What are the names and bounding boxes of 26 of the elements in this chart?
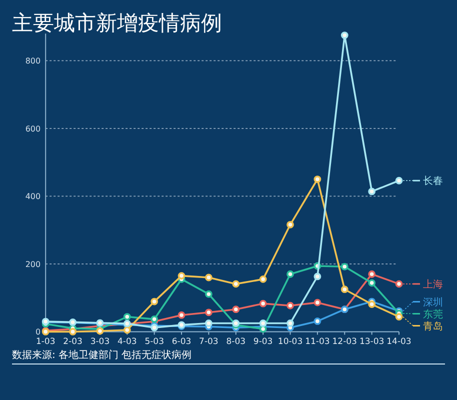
x-tick-label: 6-03 — [172, 337, 192, 347]
legend-label: 东莞 — [423, 308, 443, 320]
source-note: 数据来源: 各地卫健部门 包括无症状病例 — [12, 349, 192, 361]
x-tick-label: 10-03 — [278, 337, 303, 347]
chart-title: 主要城市新增疫情病例 — [12, 11, 222, 35]
x-tick-label: 4-03 — [118, 337, 137, 347]
legend-label: 青岛 — [423, 320, 443, 332]
x-tick-label: 11-03 — [305, 337, 330, 347]
legend-label: 长春 — [423, 175, 443, 188]
x-tick-label: 14-03 — [386, 337, 412, 347]
y-tick-label: 400 — [25, 192, 41, 202]
y-tick-label: 600 — [25, 124, 41, 134]
x-tick-label: 7-03 — [199, 337, 218, 347]
y-tick-label: 0 — [36, 328, 41, 337]
x-tick-label: 3-03 — [90, 337, 110, 347]
x-tick-label: 12-03 — [332, 337, 357, 347]
x-tick-label: 8-03 — [226, 337, 246, 347]
x-tick-label: 9-03 — [253, 337, 273, 347]
x-tick-label: 13-03 — [359, 337, 384, 347]
y-tick-label: 800 — [25, 56, 41, 66]
x-tick-label: 5-03 — [144, 337, 164, 347]
legend-label: 上海 — [423, 278, 443, 291]
y-tick-label: 200 — [25, 260, 41, 269]
x-tick-label: 1-03 — [36, 337, 56, 347]
x-tick-label: 2-03 — [63, 337, 82, 347]
legend-label: 深圳 — [423, 296, 443, 308]
